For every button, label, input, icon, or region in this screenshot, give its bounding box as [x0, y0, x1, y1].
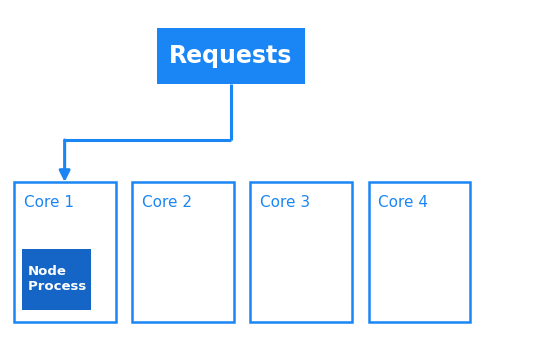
FancyBboxPatch shape: [368, 182, 470, 322]
FancyBboxPatch shape: [22, 248, 91, 310]
FancyBboxPatch shape: [14, 182, 116, 322]
FancyBboxPatch shape: [250, 182, 352, 322]
Text: Core 1: Core 1: [24, 195, 74, 210]
Text: Core 2: Core 2: [142, 195, 192, 210]
Text: Core 3: Core 3: [260, 195, 310, 210]
Text: Core 4: Core 4: [378, 195, 428, 210]
Text: Node
Process 1: Node Process 1: [28, 265, 100, 293]
Text: Requests: Requests: [169, 44, 293, 68]
FancyBboxPatch shape: [132, 182, 234, 322]
FancyBboxPatch shape: [157, 28, 305, 84]
